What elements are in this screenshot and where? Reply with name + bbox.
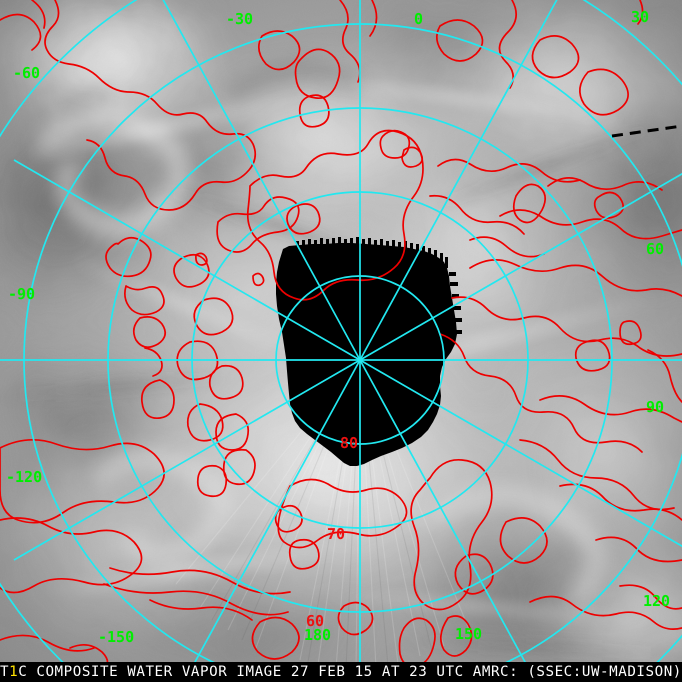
longitude-label-120: 120 — [643, 592, 671, 610]
longitude-label-30: 30 — [631, 8, 650, 26]
longitude-label-minus120: -120 — [6, 468, 43, 486]
caption-highlight-char: 1 — [9, 664, 19, 680]
caption-prefix: T — [0, 664, 10, 680]
longitude-label-0: 0 — [414, 10, 424, 28]
caption-text: C COMPOSITE WATER VAPOR IMAGE 27 FEB 15 … — [18, 664, 682, 680]
longitude-label-minus30: -30 — [226, 10, 254, 28]
longitude-label-180: 180 — [304, 626, 332, 644]
longitude-label-minus60: -60 — [13, 64, 41, 82]
latitude-label-80: 80 — [340, 434, 359, 452]
longitude-label-60: 60 — [646, 240, 665, 258]
longitude-label-150: 150 — [455, 625, 483, 643]
latitude-label-60: 60 — [306, 612, 325, 630]
latitude-label-70: 70 — [327, 525, 346, 543]
longitude-label-minus150: -150 — [98, 628, 135, 646]
longitude-label-90: 90 — [646, 398, 665, 416]
longitude-label-minus90: -90 — [8, 285, 36, 303]
caption-bar: T1C COMPOSITE WATER VAPOR IMAGE 27 FEB 1… — [0, 662, 682, 682]
